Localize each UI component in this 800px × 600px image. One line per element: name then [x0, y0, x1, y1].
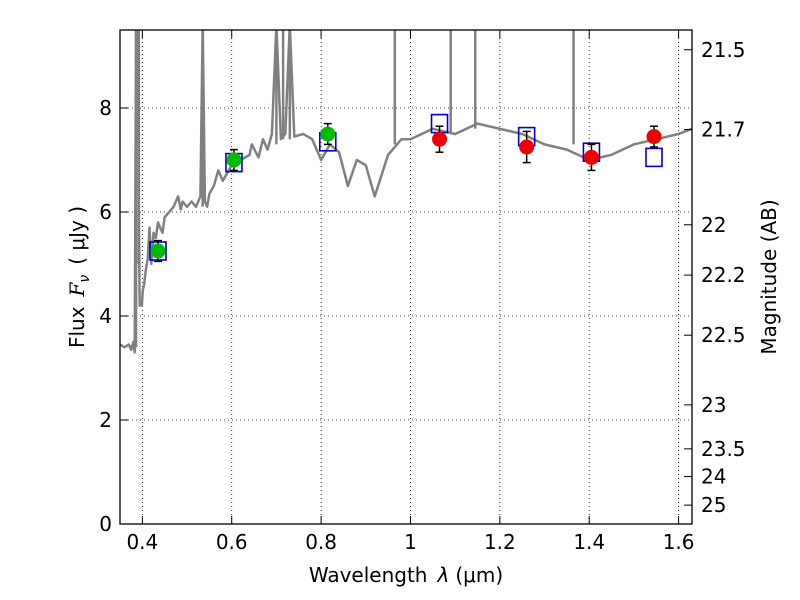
y-axis-label: Flux Fν ( μJy ): [65, 206, 93, 348]
x-tick-label: 1.2: [484, 530, 516, 554]
red-data-point: [646, 129, 662, 145]
axis-labels: Wavelength λ (μm) Flux Fν ( μJy ) Magnitude …: [65, 199, 781, 587]
x-axis-label-unit: (μm): [455, 563, 503, 587]
axis-ticks: 0.4 0.6 0.8 1 1.2 1.4 1.60246821.521.72222.222…: [99, 30, 746, 554]
x-tick-label: 0.4: [126, 530, 158, 554]
y-tick-label: 2: [99, 408, 112, 432]
y-axis-label-unit: ( μJy ): [65, 206, 89, 265]
y2-axis-label: Magnitude (AB): [757, 199, 781, 354]
y-tick-label: 4: [99, 304, 112, 328]
green-data-point: [150, 243, 166, 259]
observed-photometry-series: [150, 122, 662, 263]
grid-lines: [120, 30, 692, 524]
x-axis-label-text: Wavelength: [309, 563, 428, 587]
y2-tick-label: 24: [701, 465, 726, 489]
y2-tick-label: 22: [701, 213, 726, 237]
x-axis-label-symbol: λ: [437, 563, 450, 587]
y2-tick-label: 23: [701, 393, 726, 417]
y-axis-label-text: Flux: [65, 306, 89, 348]
y2-tick-label: 25: [701, 493, 726, 517]
red-data-point: [583, 149, 599, 165]
y-tick-label: 0: [99, 512, 112, 536]
red-data-point: [519, 139, 535, 155]
model-photometry-box: [645, 147, 663, 168]
spectrum-line: [120, 30, 692, 354]
red-data-point: [432, 131, 448, 147]
y2-tick-label: 23.5: [701, 437, 746, 461]
y2-tick-label: 21.5: [701, 38, 746, 62]
green-data-point: [320, 126, 336, 142]
x-axis-label: Wavelength λ (μm): [309, 563, 503, 587]
y2-tick-label: 22.2: [701, 263, 746, 287]
x-tick-label: 0.6: [216, 530, 248, 554]
y-tick-label: 6: [99, 200, 112, 224]
model-photometry-series: [149, 113, 663, 261]
green-data-point: [226, 152, 242, 168]
x-tick-label: 1.6: [663, 530, 695, 554]
plot-frame: [119, 29, 693, 525]
x-tick-label: 0.8: [305, 530, 337, 554]
x-tick-label: 1.4: [573, 530, 605, 554]
x-tick-label: 1: [404, 530, 417, 554]
y-tick-label: 8: [99, 96, 112, 120]
y-axis-label-symbol: F: [65, 281, 89, 297]
spectrum-series: [120, 30, 692, 354]
y2-tick-label: 21.7: [701, 118, 746, 142]
y2-tick-label: 22.5: [701, 323, 746, 347]
y-axis-label-subscript: ν: [77, 275, 93, 283]
